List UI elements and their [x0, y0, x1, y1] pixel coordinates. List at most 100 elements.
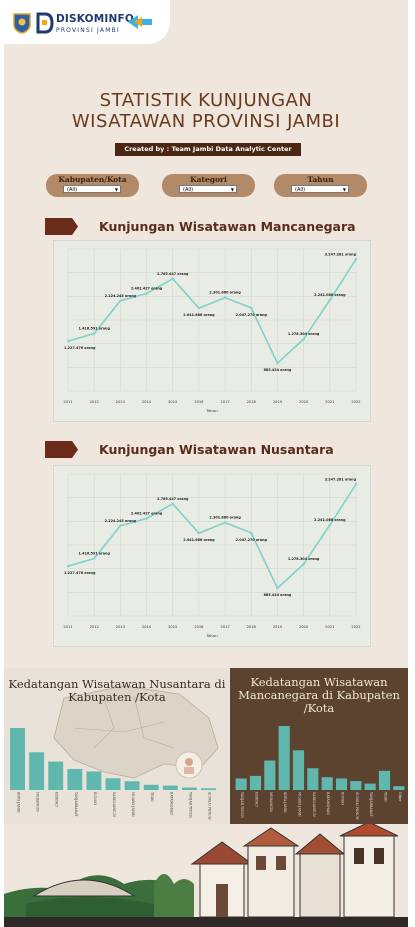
data-label: 2.301.860 orang: [209, 291, 241, 295]
data-point[interactable]: [354, 258, 358, 261]
chart-nusantara-card: 2011 2012 2013 2014 2015 2016 2017 2018 2019 2020…: [53, 465, 371, 647]
x-tick-label: 2016: [194, 625, 204, 629]
category-label: KERINCI: [55, 792, 59, 808]
credit-banner: Created by : Team Jambi Data Analytic Ce…: [115, 143, 301, 156]
category-label: Other: [398, 792, 402, 802]
data-label: 685.424 orang: [264, 593, 292, 597]
bar[interactable]: [105, 778, 121, 790]
category-label: KERINCI: [255, 792, 259, 808]
data-point[interactable]: [66, 339, 70, 343]
bar[interactable]: [86, 771, 102, 790]
bar[interactable]: [143, 784, 159, 790]
logo-bar: DISKOMINFO PROVINSI JAMBI: [4, 0, 170, 44]
category-label: MERANGIN: [36, 792, 40, 812]
filter-kabupaten-select[interactable]: (All) ▼: [63, 185, 121, 193]
filter-kategori-label: Kategori: [190, 175, 227, 184]
data-point[interactable]: [276, 586, 279, 590]
data-point[interactable]: [171, 277, 174, 281]
bar[interactable]: [307, 768, 319, 790]
bar[interactable]: [162, 785, 178, 790]
data-point[interactable]: [276, 361, 279, 365]
category-label: KOTA JAMBI: [17, 792, 21, 813]
filter-kabupaten-value: (All): [67, 187, 78, 193]
bar[interactable]: [201, 788, 216, 790]
data-point[interactable]: [250, 531, 253, 535]
jambi-map-icon: [53, 685, 219, 779]
bar[interactable]: [235, 778, 247, 790]
category-label: TEBO: [384, 792, 388, 802]
data-label: 1.278.304 orang: [288, 332, 320, 336]
data-label: 2.224.245 orang: [105, 294, 137, 298]
category-label: SAROLANGUN: [312, 792, 316, 817]
bar[interactable]: [10, 728, 25, 790]
data-point[interactable]: [92, 557, 96, 560]
data-label: 1.278.304 orang: [288, 557, 320, 561]
data-point[interactable]: [92, 332, 96, 335]
category-label: SAROLANGUN: [112, 792, 116, 817]
category-label: TANJAB TIMUR: [240, 792, 244, 818]
bar[interactable]: [278, 726, 290, 790]
data-point[interactable]: [328, 298, 332, 302]
bar[interactable]: [378, 770, 391, 790]
bar[interactable]: [292, 750, 305, 790]
data-label: 2.402.427 orang: [131, 287, 163, 291]
x-tick-label: 2019: [273, 400, 283, 404]
data-point[interactable]: [197, 531, 201, 535]
chart-nusantara: 2011 2012 2013 2014 2015 2016 2017 2018 2019 2020…: [63, 473, 361, 638]
brand-arrow-icon: [128, 15, 152, 29]
chart-mancanegara-card: 2011 2012 2013 2014 2015 2016 2017 2018 2019 2020…: [53, 240, 371, 422]
bar[interactable]: [393, 786, 405, 790]
data-point[interactable]: [328, 523, 332, 527]
filter-kategori: Kategori (All) ▼: [162, 174, 255, 197]
data-label: 2.241.086 orang: [314, 293, 346, 297]
x-tick-label: 2022: [351, 400, 360, 404]
x-axis-label: Tahun: [205, 408, 218, 413]
mancanegara-kabupaten-panel: Kedatangan Wisatawan Mancanegara di Kabu…: [230, 668, 408, 824]
x-tick-label: 2020: [299, 625, 309, 629]
category-label: TANJABBARAT: [74, 792, 78, 817]
data-point[interactable]: [119, 299, 122, 302]
filter-kategori-select[interactable]: (All) ▼: [179, 185, 237, 193]
data-label: 2.047.270 orang: [236, 313, 268, 317]
data-label: 2.041.686 orang: [183, 538, 215, 542]
filter-tahun-select[interactable]: (All) ▼: [291, 185, 349, 193]
bar[interactable]: [321, 777, 333, 790]
bar[interactable]: [364, 783, 376, 790]
data-point[interactable]: [354, 483, 358, 486]
data-label: 1.416.591 orang: [78, 552, 110, 556]
bar[interactable]: [249, 775, 262, 790]
nusantara-kabupaten-panel: Kedatangan Wisatawan Nusantara di Kabupa…: [4, 668, 230, 824]
category-label: BUNGO: [93, 792, 97, 805]
bar[interactable]: [48, 761, 64, 790]
data-point[interactable]: [171, 502, 174, 506]
x-tick-label: 2017: [221, 400, 230, 404]
bar[interactable]: [29, 752, 45, 790]
data-point[interactable]: [66, 564, 70, 568]
data-point[interactable]: [197, 306, 201, 310]
bar[interactable]: [181, 787, 197, 790]
data-point[interactable]: [145, 292, 148, 295]
bar[interactable]: [67, 768, 83, 790]
bar[interactable]: [350, 781, 362, 790]
data-point[interactable]: [145, 517, 148, 520]
category-label: BATANGHARI: [169, 792, 173, 816]
data-point[interactable]: [302, 562, 305, 566]
mancanegara-kabupaten-title: Kedatangan Wisatawan Mancanegara di Kabu…: [238, 675, 400, 715]
filter-tahun-value: (All): [295, 187, 306, 193]
data-point[interactable]: [223, 296, 227, 299]
x-axis-label: Tahun: [205, 633, 218, 638]
filter-kategori-value: (All): [183, 187, 194, 193]
x-tick-label: 2015: [168, 400, 177, 404]
category-label: TEBO: [150, 792, 154, 802]
data-point[interactable]: [119, 524, 122, 527]
data-point[interactable]: [250, 306, 253, 310]
x-tick-label: 2021: [325, 625, 334, 629]
bar[interactable]: [124, 781, 140, 790]
data-point[interactable]: [302, 337, 305, 341]
section-arrow-icon: [45, 218, 78, 235]
page-title-line2: WISATAWAN PROVINSI JAMBI: [71, 111, 341, 132]
data-point[interactable]: [223, 521, 227, 524]
bar[interactable]: [335, 778, 348, 790]
bar[interactable]: [264, 760, 276, 790]
nusantara-kabupaten-title: Kedatangan Wisatawan Nusantara di Kabupa…: [8, 677, 226, 704]
